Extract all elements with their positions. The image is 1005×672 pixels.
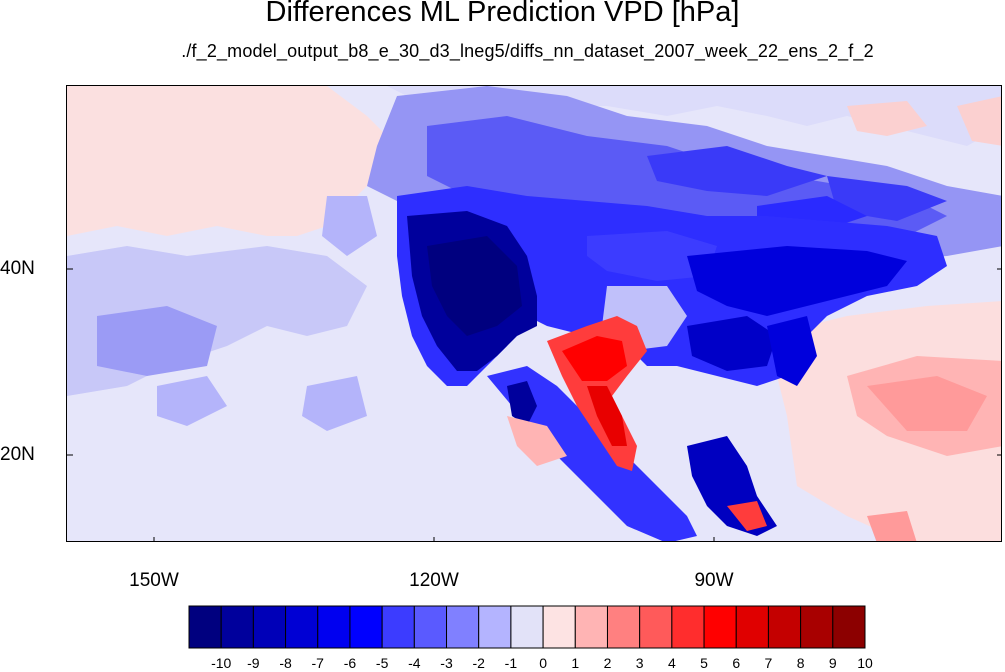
colorbar-label: -4 <box>408 655 421 671</box>
map-panel <box>66 85 1002 542</box>
colorbar-swatch <box>574 605 608 649</box>
vpd-difference-field <box>67 86 1001 541</box>
colorbar-label: 0 <box>539 655 547 671</box>
colorbar-swatch <box>510 605 544 649</box>
map-ticks <box>67 268 1001 541</box>
lat-label-40n: 40N <box>0 258 35 279</box>
colorbar-swatch <box>606 605 641 649</box>
colorbar-label: 3 <box>635 655 644 671</box>
colorbar-label: 6 <box>732 655 741 671</box>
colorbar-swatch <box>220 605 254 649</box>
colorbar-label: 10 <box>857 655 873 671</box>
colorbar-swatch <box>317 605 351 649</box>
colorbar-label: 7 <box>764 655 773 671</box>
colorbar-label: 8 <box>796 655 805 671</box>
colorbar-label: 4 <box>667 655 676 671</box>
colorbar-label: 5 <box>700 655 708 671</box>
colorbar-label: 1 <box>571 655 580 671</box>
colorbar-label: 2 <box>603 655 612 671</box>
colorbar-label: -8 <box>279 655 292 671</box>
map-title: Differences ML Prediction VPD [hPa] <box>265 0 740 28</box>
colorbar-swatch <box>413 605 448 649</box>
colorbar-swatch <box>542 605 576 649</box>
colorbar-swatch <box>285 605 319 649</box>
colorbar-swatch <box>800 605 834 649</box>
colorbar-label: -10 <box>211 655 232 671</box>
map-subtitle: ./f_2_model_output_b8_e_30_d3_lneg5/diff… <box>181 41 874 61</box>
colorbar-swatch <box>446 605 480 649</box>
colorbar <box>188 605 866 649</box>
colorbar-label: -6 <box>343 655 357 671</box>
colorbar-label: -2 <box>472 655 485 671</box>
lon-label-120w: 120W <box>409 570 459 591</box>
colorbar-label: -5 <box>375 655 389 671</box>
lat-label-20n: 20N <box>0 444 35 465</box>
colorbar-swatch <box>252 605 287 649</box>
lon-label-90w: 90W <box>694 570 734 591</box>
colorbar-swatch <box>671 605 705 649</box>
colorbar-label: -9 <box>247 655 260 671</box>
colorbar-swatch <box>767 605 802 649</box>
colorbar-swatch <box>735 605 769 649</box>
lon-label-150w: 150W <box>129 570 179 591</box>
colorbar-swatch <box>703 605 737 649</box>
colorbar-swatch <box>639 605 673 649</box>
colorbar-swatch <box>349 605 383 649</box>
colorbar-swatch <box>832 605 866 649</box>
colorbar-label: -7 <box>311 655 324 671</box>
colorbar-label: -3 <box>440 655 453 671</box>
colorbar-label: 9 <box>828 655 837 671</box>
colorbar-swatch <box>381 605 415 649</box>
colorbar-swatch <box>478 605 512 649</box>
colorbar-swatch <box>188 605 222 649</box>
colorbar-label: -1 <box>504 655 518 671</box>
